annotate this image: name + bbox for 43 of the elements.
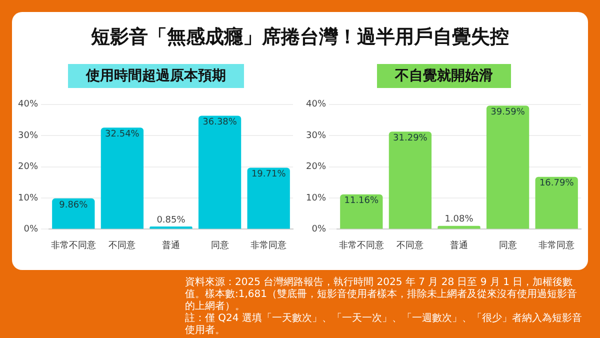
chart-title: 不自覺就開始滑: [377, 64, 511, 88]
bar: [388, 132, 432, 229]
bar: [52, 198, 95, 229]
x-tick-label: 同意: [210, 240, 229, 251]
bar: [486, 106, 530, 229]
source-note: 資料來源：2025 台灣網路報告，執行時間 2025 年 7 月 28 日至 9 月 1 日，加權後數值。樣本數:1,681（雙底冊，短影音使用者樣本，排除未上網者及從來沒有使用過短影音的上網者）。: [185, 277, 578, 312]
data-label: 9.86%: [59, 200, 88, 210]
x-tick-label: 非常不同意: [338, 240, 384, 251]
y-tick-label: 0%: [24, 224, 38, 235]
chart-subtitle: 使用時間超過原本預期: [68, 64, 244, 88]
y-tick-label: 20%: [306, 162, 326, 172]
x-tick-label: 同意: [498, 240, 517, 251]
y-tick-label: 10%: [306, 193, 326, 204]
x-tick-label: 非常同意: [538, 240, 575, 251]
y-tick-label: 10%: [18, 193, 38, 204]
data-label: 32.54%: [105, 130, 140, 140]
y-tick-label: 30%: [306, 130, 326, 141]
x-tick-label: 非常不同意: [50, 240, 96, 251]
bar: [340, 194, 383, 229]
bar: [535, 176, 578, 229]
bar: [247, 168, 290, 229]
data-label: 11.16%: [344, 196, 380, 206]
y-tick-label: 40%: [306, 100, 326, 110]
data-label: 1.08%: [444, 214, 474, 225]
x-tick-label: 非常同意: [250, 240, 287, 251]
data-label: 39.59%: [490, 108, 526, 118]
x-tick-label: 普通: [162, 240, 180, 251]
data-label: 31.29%: [393, 133, 428, 144]
x-tick-label: 不同意: [396, 240, 424, 251]
y-tick-label: 40%: [18, 100, 38, 110]
data-label: 16.79%: [539, 178, 574, 189]
data-label: 0.85%: [156, 215, 186, 226]
y-tick-label: 30%: [18, 130, 38, 141]
x-tick-label: 不同意: [108, 240, 136, 251]
y-tick-label: 20%: [18, 162, 38, 172]
data-label: 19.71%: [251, 170, 286, 180]
bar: [100, 128, 144, 229]
bar: [198, 116, 242, 229]
text: 註：僅 Q24 選填「一天數次」、「一天一次」、「一週數次」、「很少」者納入為短影音使用者。: [185, 313, 583, 337]
y-tick-label: 0%: [312, 224, 326, 235]
x-tick-label: 普通: [450, 240, 468, 251]
chart-title: 短影音「無感成癮」席捲台灣！過半用戶自覺失控: [90, 25, 510, 50]
data-label: 36.38%: [202, 118, 238, 128]
